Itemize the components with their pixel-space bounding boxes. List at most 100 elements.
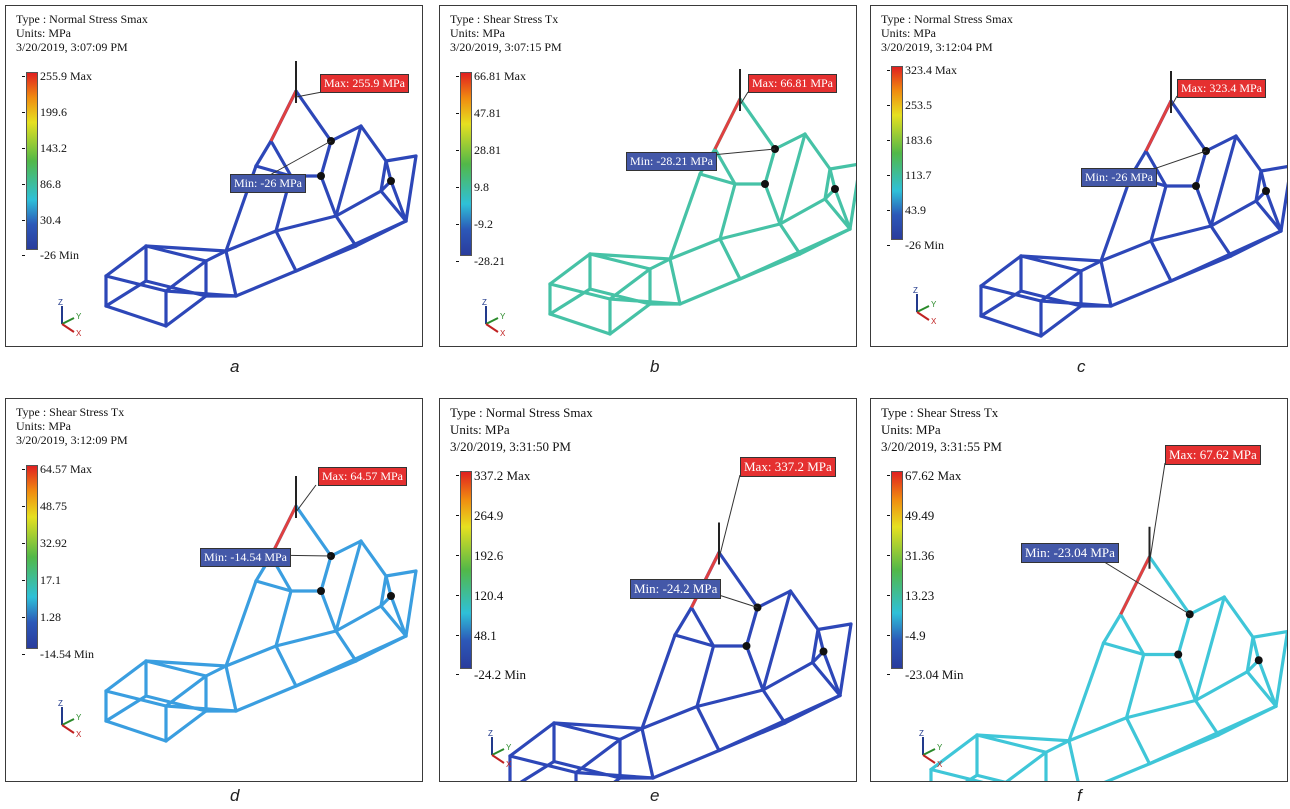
x-axis-arrow (61, 724, 75, 734)
frame-member (104, 304, 168, 328)
max-probe-label[interactable]: Max: 64.57 MPa (318, 467, 407, 486)
frame-member (552, 721, 622, 742)
frame-member (234, 269, 298, 298)
frame-member (508, 721, 556, 758)
z-axis-label: Z (488, 729, 493, 738)
frame-member (379, 574, 388, 608)
frame-member (548, 282, 612, 301)
result-header: Type : Shear Stress Tx Units: MPa 3/20/2… (450, 12, 562, 54)
frame-model-view[interactable] (871, 399, 1288, 782)
max-probe-label[interactable]: Max: 66.81 MPa (748, 74, 837, 93)
units-label: Units: MPa (16, 419, 72, 433)
min-probe-label[interactable]: Min: -28.21 MPa (626, 152, 718, 171)
y-axis-label: Y (931, 300, 937, 309)
max-probe-label[interactable]: Max: 337.2 MPa (740, 457, 836, 477)
frame-member (1103, 762, 1152, 781)
frame-member (104, 659, 148, 693)
frame-member (1079, 259, 1103, 273)
frame-member (574, 737, 622, 775)
y-axis-arrow (491, 748, 505, 756)
max-leader-line (718, 474, 741, 559)
result-panel-a[interactable]: Type : Normal Stress Smax Units: MPa 3/2… (5, 5, 423, 347)
legend-tick: 30.4 (22, 213, 61, 227)
min-probe-label[interactable]: Min: -23.04 MPa (1021, 543, 1119, 563)
result-panel-d[interactable]: Type : Shear Stress Tx Units: MPa 3/20/2… (5, 398, 423, 782)
z-axis-label: Z (58, 699, 63, 708)
frame-member (1005, 750, 1048, 781)
frame-member (778, 222, 802, 256)
frame-member (164, 674, 208, 708)
max-probe-label[interactable]: Max: 67.62 MPa (1165, 445, 1261, 465)
frame-member (763, 147, 777, 186)
result-panel-b[interactable]: Type : Shear Stress Tx Units: MPa 3/20/2… (439, 5, 857, 347)
frame-member (1234, 134, 1263, 173)
frame-member (689, 605, 716, 648)
frame-member (294, 219, 408, 273)
legend-tick: -28.21 (456, 254, 505, 268)
frame-member (104, 274, 168, 293)
frame-member (673, 605, 694, 637)
frame-model-view[interactable] (440, 399, 857, 782)
frame-member (389, 179, 408, 223)
frame-member (379, 604, 408, 638)
frame-member (1147, 555, 1192, 616)
min-probe-label[interactable]: Min: -14.54 MPa (200, 548, 292, 567)
constraint-marker (1254, 656, 1263, 665)
result-header: Type : Shear Stress Tx Units: MPa 3/20/2… (881, 404, 1002, 455)
caption-a: a (230, 357, 240, 376)
timestamp-label: 3/20/2019, 3:12:04 PM (881, 40, 993, 54)
frame-member (763, 182, 782, 226)
frame-member (1119, 612, 1146, 657)
legend-tick: 31.36 (886, 548, 935, 563)
frame-member (294, 634, 408, 688)
min-probe-label[interactable]: Min: -26 MPa (1081, 168, 1158, 187)
frame-member (618, 726, 644, 742)
min-probe-label[interactable]: Min: -24.2 MPa (630, 579, 722, 599)
frame-member (104, 689, 168, 708)
max-probe-label[interactable]: Max: 323.4 MPa (1177, 79, 1266, 98)
frame-member (761, 660, 815, 692)
frame-member (1194, 184, 1213, 228)
frame-model-view[interactable] (6, 6, 423, 347)
max-probe-label[interactable]: Max: 255.9 MPa (320, 74, 409, 93)
constraint-marker (1174, 650, 1183, 659)
frame-member (329, 124, 363, 143)
frame-member (718, 222, 782, 241)
caption-b: b (650, 357, 660, 376)
min-probe-label[interactable]: Min: -26 MPa (230, 174, 307, 193)
frame-member (1124, 716, 1152, 766)
legend-tick: 48.75 (22, 499, 67, 513)
frame-member (929, 733, 979, 772)
result-panel-e[interactable]: Type : Normal Stress Smax Units: MPa 3/2… (439, 398, 857, 782)
stress-type-label: Type : Shear Stress Tx (450, 12, 559, 26)
frame-member (778, 132, 807, 226)
frame-member (608, 267, 652, 301)
frame-member (1067, 739, 1080, 781)
frame-member (816, 622, 853, 632)
frame-member (552, 721, 644, 731)
x-axis-label: X (76, 329, 82, 338)
timestamp-label: 3/20/2019, 3:07:09 PM (16, 40, 128, 54)
x-axis-arrow (61, 323, 75, 333)
color-scale-bar (891, 471, 903, 669)
result-panel-f[interactable]: Type : Shear Stress Tx Units: MPa 3/20/2… (870, 398, 1288, 782)
frame-member (1147, 704, 1278, 766)
frame-model-view[interactable] (871, 6, 1288, 347)
frame-member (608, 297, 682, 306)
frame-member (1149, 224, 1213, 243)
frame-member (1067, 716, 1129, 743)
legend-tick: 113.7 (887, 168, 932, 182)
frame-member (1099, 239, 1153, 263)
frame-member (821, 649, 842, 698)
constraint-marker (761, 180, 769, 188)
z-axis-label: Z (919, 729, 924, 738)
frame-member (640, 704, 699, 731)
constraint-marker (742, 642, 751, 650)
frame-member (678, 277, 742, 306)
frame-model-view[interactable] (440, 6, 857, 347)
result-panel-c[interactable]: Type : Normal Stress Smax Units: MPa 3/2… (870, 5, 1288, 347)
units-label: Units: MPa (450, 26, 506, 40)
frame-member (695, 644, 716, 709)
frame-model-view[interactable] (6, 399, 423, 782)
